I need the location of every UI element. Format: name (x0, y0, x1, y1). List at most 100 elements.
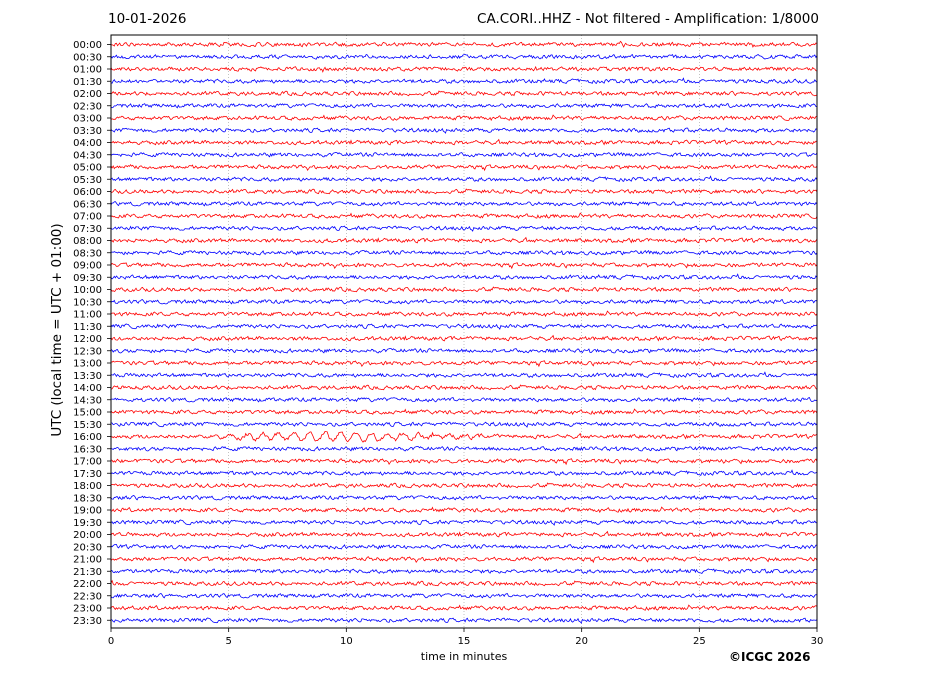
row-label: 19:30 (73, 518, 102, 529)
trace-1730 (110, 469, 818, 477)
trace-1500 (110, 408, 818, 416)
x-tick-label: 0 (108, 636, 114, 647)
trace-0400 (110, 138, 818, 146)
trace-0630 (110, 200, 818, 207)
x-axis-label: time in minutes (420, 650, 508, 663)
trace-0830 (110, 249, 818, 256)
row-label: 19:00 (73, 506, 102, 517)
trace-1330 (111, 371, 818, 379)
trace-0930 (110, 273, 818, 281)
row-label: 09:30 (73, 273, 102, 284)
trace-0800 (110, 236, 818, 244)
row-label: 03:30 (73, 126, 102, 137)
trace-1900 (110, 506, 818, 514)
trace-1800 (110, 482, 818, 489)
trace-1930 (110, 519, 817, 526)
row-label: 12:00 (73, 334, 102, 345)
trace-0430 (110, 151, 818, 158)
row-label: 02:30 (73, 101, 102, 112)
trace-1300 (110, 359, 818, 368)
row-label: 15:30 (73, 420, 102, 431)
trace-1400 (110, 384, 818, 391)
row-label: 18:30 (73, 493, 102, 504)
trace-1200 (110, 334, 818, 342)
trace-1100 (110, 310, 818, 318)
x-tick-label: 25 (693, 636, 706, 647)
copyright-label: ©ICGC 2026 (729, 650, 811, 664)
trace-2030 (110, 543, 817, 550)
trace-2100 (110, 556, 818, 564)
x-tick-label: 20 (575, 636, 588, 647)
trace-0230 (110, 102, 818, 109)
row-label: 20:00 (73, 530, 102, 541)
trace-0030 (110, 53, 818, 60)
row-label: 16:30 (73, 444, 102, 455)
row-label: 01:00 (73, 65, 102, 76)
row-label: 23:30 (73, 616, 102, 627)
trace-1830 (110, 495, 817, 501)
trace-2200 (110, 579, 818, 587)
row-label: 20:30 (73, 542, 102, 553)
trace-0600 (111, 188, 818, 195)
chart-date: 10-01-2026 (108, 11, 187, 27)
trace-2300 (110, 604, 818, 612)
row-label: 07:00 (73, 212, 102, 223)
row-label: 18:00 (73, 481, 102, 492)
trace-0300 (110, 114, 818, 122)
row-label: 02:00 (73, 89, 102, 100)
trace-1130 (110, 323, 818, 330)
row-label: 14:00 (73, 383, 102, 394)
trace-group (110, 40, 818, 624)
trace-2230 (110, 593, 818, 599)
trace-1030 (110, 298, 818, 305)
x-tick-label: 30 (811, 636, 824, 647)
row-label: 13:30 (73, 371, 102, 382)
trace-1600 (110, 430, 818, 443)
row-label: 04:00 (73, 138, 102, 149)
trace-0500 (110, 163, 818, 172)
trace-0700 (110, 212, 818, 220)
row-label: 09:00 (73, 261, 102, 272)
row-label: 08:30 (73, 248, 102, 259)
trace-1530 (110, 421, 818, 428)
trace-0900 (110, 262, 818, 270)
row-label: 11:30 (73, 322, 102, 333)
trace-0130 (110, 77, 818, 85)
trace-0200 (110, 90, 818, 97)
row-label: 22:00 (73, 579, 102, 590)
row-label: 12:30 (73, 346, 102, 357)
row-label: 04:30 (73, 150, 102, 161)
trace-1000 (110, 286, 818, 293)
row-label: 15:00 (73, 408, 102, 419)
row-label: 06:30 (73, 199, 102, 210)
trace-2000 (110, 530, 818, 538)
row-label: 05:00 (73, 163, 102, 174)
row-label: 22:30 (73, 591, 102, 602)
trace-0000 (111, 40, 818, 48)
trace-1230 (110, 347, 818, 354)
row-label: 01:30 (73, 77, 102, 88)
row-label: 23:00 (73, 604, 102, 615)
row-label: 11:00 (73, 310, 102, 321)
trace-0730 (110, 225, 818, 232)
row-label: 03:00 (73, 114, 102, 125)
row-label: 17:00 (73, 457, 102, 468)
x-tick-label: 5 (225, 636, 231, 647)
row-label: 10:00 (73, 285, 102, 296)
trace-1630 (110, 445, 818, 452)
row-label: 00:00 (73, 40, 102, 51)
x-tick-label: 15 (458, 636, 471, 647)
grid-lines (228, 35, 700, 628)
trace-0330 (110, 127, 818, 134)
trace-1430 (111, 396, 818, 403)
trace-0530 (110, 175, 818, 183)
trace-2330 (110, 617, 818, 624)
row-label: 17:30 (73, 469, 102, 480)
row-label: 06:00 (73, 187, 102, 198)
row-label: 13:00 (73, 359, 102, 370)
row-label: 00:30 (73, 52, 102, 63)
trace-0100 (110, 65, 818, 73)
row-label: 14:30 (73, 395, 102, 406)
